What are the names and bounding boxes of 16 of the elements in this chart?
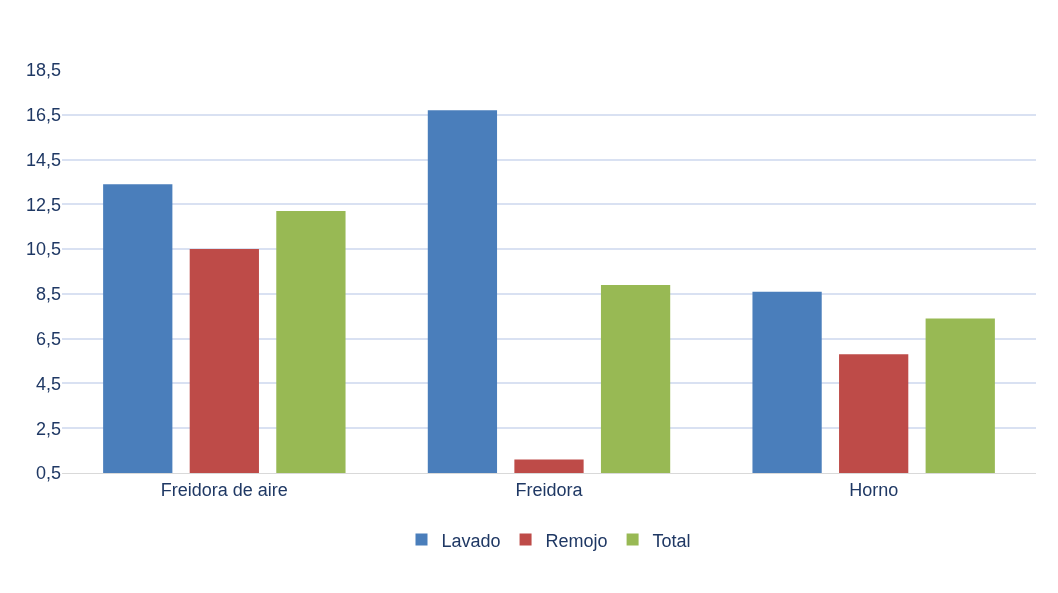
y-tick-label: 12,5 [25, 194, 61, 215]
legend-label: Total [652, 530, 691, 551]
x-tick-label: Freidora [515, 479, 584, 500]
y-tick-label: 18,5 [25, 60, 61, 81]
x-tick-label: Horno [849, 479, 899, 500]
y-tick-label: 10,5 [25, 239, 61, 260]
y-tick-label: 16,5 [25, 105, 61, 126]
y-tick-label: 6,5 [35, 328, 61, 349]
y-tick-label: 4,5 [35, 373, 61, 394]
y-tick-label: 0,5 [35, 463, 61, 484]
legend-label: Remojo [545, 530, 608, 551]
y-tick-label: 2,5 [35, 418, 61, 439]
y-tick-label: 8,5 [35, 284, 61, 305]
y-tick-label: 14,5 [25, 149, 61, 170]
legend-label: Lavado [441, 530, 501, 551]
x-tick-label: Freidora de aire [160, 479, 288, 500]
